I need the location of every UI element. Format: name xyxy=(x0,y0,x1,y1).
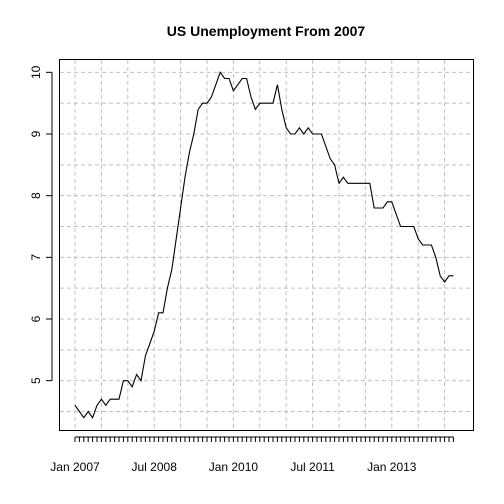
x-axis: Jan 2007 Jul 2008 Jan 2010 Jul 2011 Jan 2013 xyxy=(50,436,454,474)
y-tick-label: 9 xyxy=(29,130,43,137)
chart-title: US Unemployment From 2007 xyxy=(167,23,366,39)
x-tick-label: Jul 2008 xyxy=(132,460,178,474)
y-tick-label: 6 xyxy=(29,315,43,322)
y-tick-label: 10 xyxy=(29,65,43,79)
unemployment-series-line xyxy=(74,71,454,419)
y-axis: 5 6 7 8 9 10 xyxy=(29,65,53,384)
y-tick-label: 7 xyxy=(29,254,43,261)
x-tick-label: Jan 2007 xyxy=(50,460,100,474)
x-tick-label: Jul 2011 xyxy=(290,460,335,474)
x-tick-label: Jan 2010 xyxy=(209,460,259,474)
plot-frame xyxy=(59,59,474,431)
y-tick-label: 8 xyxy=(29,192,43,199)
x-tick-label: Jan 2013 xyxy=(367,460,417,474)
grid xyxy=(60,60,473,430)
data-points xyxy=(74,72,454,419)
y-tick-label: 5 xyxy=(29,377,43,384)
